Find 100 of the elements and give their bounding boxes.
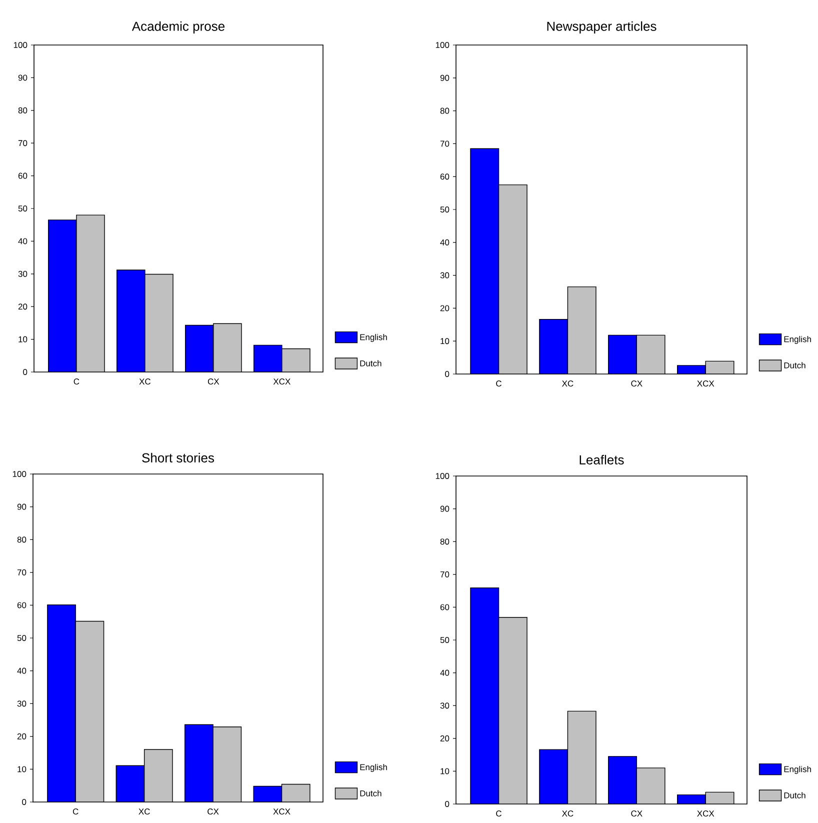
y-tick-label: 60 [18,172,28,179]
y-tick-label: 50 [18,205,28,212]
y-tick-label: 50 [440,636,450,644]
y-tick-label: 50 [17,634,26,641]
x-tick-label: XC [562,380,574,387]
y-tick-label: 60 [17,602,26,608]
y-tick-label: 20 [17,733,26,740]
bar [47,604,76,802]
x-tick-label: XCX [697,380,714,387]
legend-label: English [360,334,387,342]
y-tick-label: 100 [436,472,450,479]
x-tick-label: CX [631,810,642,817]
x-tick-label: XCX [697,810,714,817]
bar [608,756,637,804]
bar [498,617,528,804]
y-tick-label: 30 [17,700,26,707]
bar [48,220,76,372]
bar [498,184,528,374]
y-tick-label: 80 [18,107,28,114]
y-tick-label: 90 [440,74,450,81]
legend-label: Dutch [784,792,806,798]
x-tick-label: C [74,378,80,385]
y-tick-label: 40 [440,670,450,676]
x-tick-label: XC [139,378,151,385]
x-tick-label: CX [208,378,220,385]
bar [568,286,596,374]
y-tick-label: 80 [440,108,450,114]
bar [539,319,568,374]
y-tick-label: 90 [17,504,26,510]
x-tick-label: CX [208,808,219,815]
y-tick-label: 70 [18,140,28,146]
y-tick-label: 60 [440,174,450,180]
legend-label: Dutch [360,360,382,366]
y-tick-label: 70 [440,571,450,578]
legend-label: Dutch [360,790,382,796]
chart-title: Newspaper articles [547,21,656,34]
bar [705,360,734,374]
y-tick-label: 10 [440,338,450,344]
bar [213,726,242,802]
bar [76,215,105,372]
bar [705,792,734,804]
bar [253,786,282,802]
bar [116,766,144,802]
bar [144,274,174,372]
x-tick-label: CX [631,380,642,387]
legend-label: English [360,764,387,772]
bar [184,724,214,802]
chart-title: Leaflets [580,454,624,464]
y-tick-label: 100 [14,42,28,48]
y-tick-label: 0 [23,368,28,375]
y-tick-label: 70 [440,140,450,147]
bar [282,348,310,372]
x-tick-label: XCX [273,378,290,385]
x-tick-label: XC [562,810,574,817]
bar [281,784,310,802]
bar [144,750,173,802]
y-tick-label: 60 [440,604,450,610]
y-tick-label: 10 [440,768,450,774]
chart-title: Short stories [142,452,214,462]
y-tick-label: 40 [440,239,450,246]
y-tick-label: 80 [440,538,450,545]
legend-label: English [784,766,811,774]
y-tick-label: 90 [18,74,28,81]
y-tick-label: 30 [440,272,450,278]
x-tick-label: XCX [273,808,290,815]
bar [608,335,637,374]
y-tick-label: 0 [22,798,26,805]
y-tick-label: 20 [440,305,450,312]
y-tick-label: 20 [18,304,28,310]
y-tick-label: 20 [440,735,450,742]
legend-label: English [784,336,811,344]
y-tick-label: 30 [18,270,28,277]
y-tick-label: 10 [18,336,28,342]
bar [636,335,665,374]
y-tick-label: 30 [440,702,450,709]
y-tick-label: 40 [17,668,26,674]
y-tick-label: 0 [445,370,450,377]
y-tick-label: 40 [18,238,28,244]
bar [568,711,596,804]
bar [470,148,499,374]
y-tick-label: 10 [18,766,26,772]
bar [677,794,706,804]
x-tick-label: C [72,808,78,815]
y-tick-label: 80 [17,536,26,543]
bar [539,750,568,804]
bar [116,270,145,372]
y-tick-label: 100 [12,470,26,477]
y-tick-label: 70 [17,569,26,576]
legend-label: Dutch [784,362,806,368]
bar [76,621,104,802]
y-tick-label: 90 [440,506,450,512]
bar [470,588,499,804]
y-tick-label: 50 [440,206,450,213]
y-tick-label: 100 [436,42,450,48]
bar [185,325,214,372]
x-tick-label: C [496,380,502,387]
y-tick-label: 0 [445,800,450,807]
bar [636,768,665,804]
x-tick-label: XC [138,808,150,815]
bar [213,324,242,372]
